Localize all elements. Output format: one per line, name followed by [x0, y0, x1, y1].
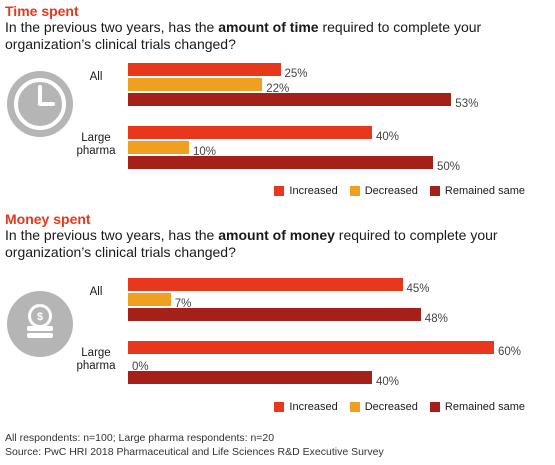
svg-text:$: $ [37, 311, 43, 323]
bar-large-pharma-remained-same [128, 371, 372, 384]
value-label-all-decreased: 7% [174, 298, 192, 310]
value-label-large-pharma-increased: 40% [376, 131, 400, 143]
bar-all-remained-same [128, 93, 452, 106]
footer-respondents: All respondents: n=100; Large pharma res… [5, 432, 275, 444]
clock-icon [7, 71, 73, 137]
money-legend: Increased Decreased Remained same [274, 401, 525, 413]
legend-remained-same: Remained same [429, 185, 525, 197]
bar-all-decreased [128, 78, 263, 91]
category-label-large-pharma: Large pharma [76, 347, 116, 372]
money-question: In the previous two years, has the amoun… [5, 227, 498, 260]
legend-increased: Increased [274, 185, 338, 197]
bar-all-increased [128, 278, 403, 291]
bar-all-increased [128, 63, 281, 76]
value-label-all-increased: 25% [284, 68, 308, 80]
money-chart: All 45% 7% 48% Large pharma 60% 0% 40% [0, 275, 555, 425]
legend-remained-same: Remained same [429, 401, 525, 413]
bar-large-pharma-decreased [128, 141, 189, 154]
legend-decreased: Decreased [349, 185, 418, 197]
time-section-title: Time spent [5, 3, 79, 19]
time-question: In the previous two years, has the amoun… [5, 19, 482, 52]
bar-large-pharma-remained-same [128, 156, 433, 169]
legend-increased: Increased [274, 401, 338, 413]
category-label-large-pharma: Large pharma [76, 132, 116, 157]
value-label-large-pharma-increased: 60% [498, 346, 522, 358]
footer-source: Source: PwC HRI 2018 Pharmaceutical and … [5, 446, 384, 458]
category-label-all: All [89, 286, 103, 298]
bar-all-decreased [128, 293, 171, 306]
coins-icon: $ [7, 291, 73, 357]
value-label-large-pharma-remained-same: 50% [437, 161, 461, 173]
time-chart: All 25% 22% 53% Large pharma 40% 10% 50% [0, 60, 555, 210]
bar-large-pharma-increased [128, 126, 372, 139]
value-label-all-increased: 45% [406, 283, 430, 295]
time-legend: Increased Decreased Remained same [274, 185, 525, 197]
value-label-all-remained-same: 48% [424, 313, 448, 325]
value-label-all-decreased: 22% [266, 83, 290, 95]
legend-decreased: Decreased [349, 401, 418, 413]
bar-large-pharma-increased [128, 341, 494, 354]
value-label-all-remained-same: 53% [455, 98, 479, 110]
value-label-large-pharma-decreased: 10% [193, 146, 217, 158]
value-label-large-pharma-remained-same: 40% [376, 376, 400, 388]
category-label-all: All [89, 71, 103, 83]
money-section-title: Money spent [5, 211, 91, 227]
bar-all-remained-same [128, 308, 421, 321]
value-label-large-pharma-decreased: 0% [132, 361, 149, 373]
